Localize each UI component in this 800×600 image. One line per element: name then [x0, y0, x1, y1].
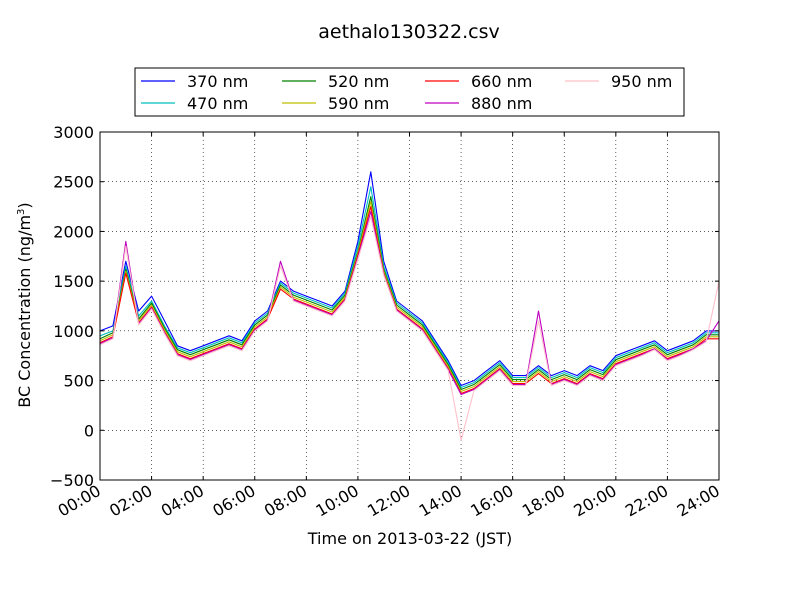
y-axis-label-main: BC Concentration (ng/m — [15, 215, 34, 408]
y-tick-label: 2500 — [53, 173, 94, 192]
legend-label: 370 nm — [187, 72, 248, 91]
series-line-470-nm — [99, 186, 719, 389]
y-axis-label: BC Concentration (ng/m3) — [15, 202, 34, 407]
series-line-880-nm — [99, 210, 720, 396]
y-tick-label: 500 — [63, 372, 94, 391]
legend-label: 520 nm — [328, 72, 389, 91]
series-line-520-nm — [99, 196, 719, 391]
y-tick-label: −500 — [50, 471, 94, 490]
legend: 370 nm 470 nm 520 nm 590 nm 660 nm 880 nm 950 … — [134, 67, 685, 117]
legend-box — [134, 67, 685, 117]
series-line-660-nm — [99, 206, 719, 395]
legend-label: 590 nm — [328, 94, 389, 113]
y-tick-label: 1000 — [53, 322, 94, 341]
series-lines — [99, 171, 720, 441]
y-axis-label-tail: ) — [15, 202, 34, 208]
legend-label: 470 nm — [187, 94, 248, 113]
y-tick-label: 0 — [84, 421, 94, 440]
y-tick-labels: −500 0 500 1000 1500 2000 2500 3000 — [50, 123, 94, 490]
series-line-370-nm — [99, 171, 719, 387]
series-line-590-nm — [99, 201, 719, 393]
legend-label: 880 nm — [471, 94, 532, 113]
y-tick-label: 3000 — [53, 123, 94, 142]
y-axis-label-sup: 3 — [16, 209, 27, 215]
legend-label: 950 nm — [611, 72, 672, 91]
legend-label: 660 nm — [471, 72, 532, 91]
y-tick-label: 2000 — [53, 222, 94, 241]
chart-title: aethalo130322.csv — [318, 21, 500, 43]
y-tick-label: 1500 — [53, 272, 94, 291]
series-line-950-nm — [99, 215, 720, 441]
x-axis-label: Time on 2013-03-22 (JST) — [307, 529, 512, 548]
ticks — [99, 131, 720, 481]
